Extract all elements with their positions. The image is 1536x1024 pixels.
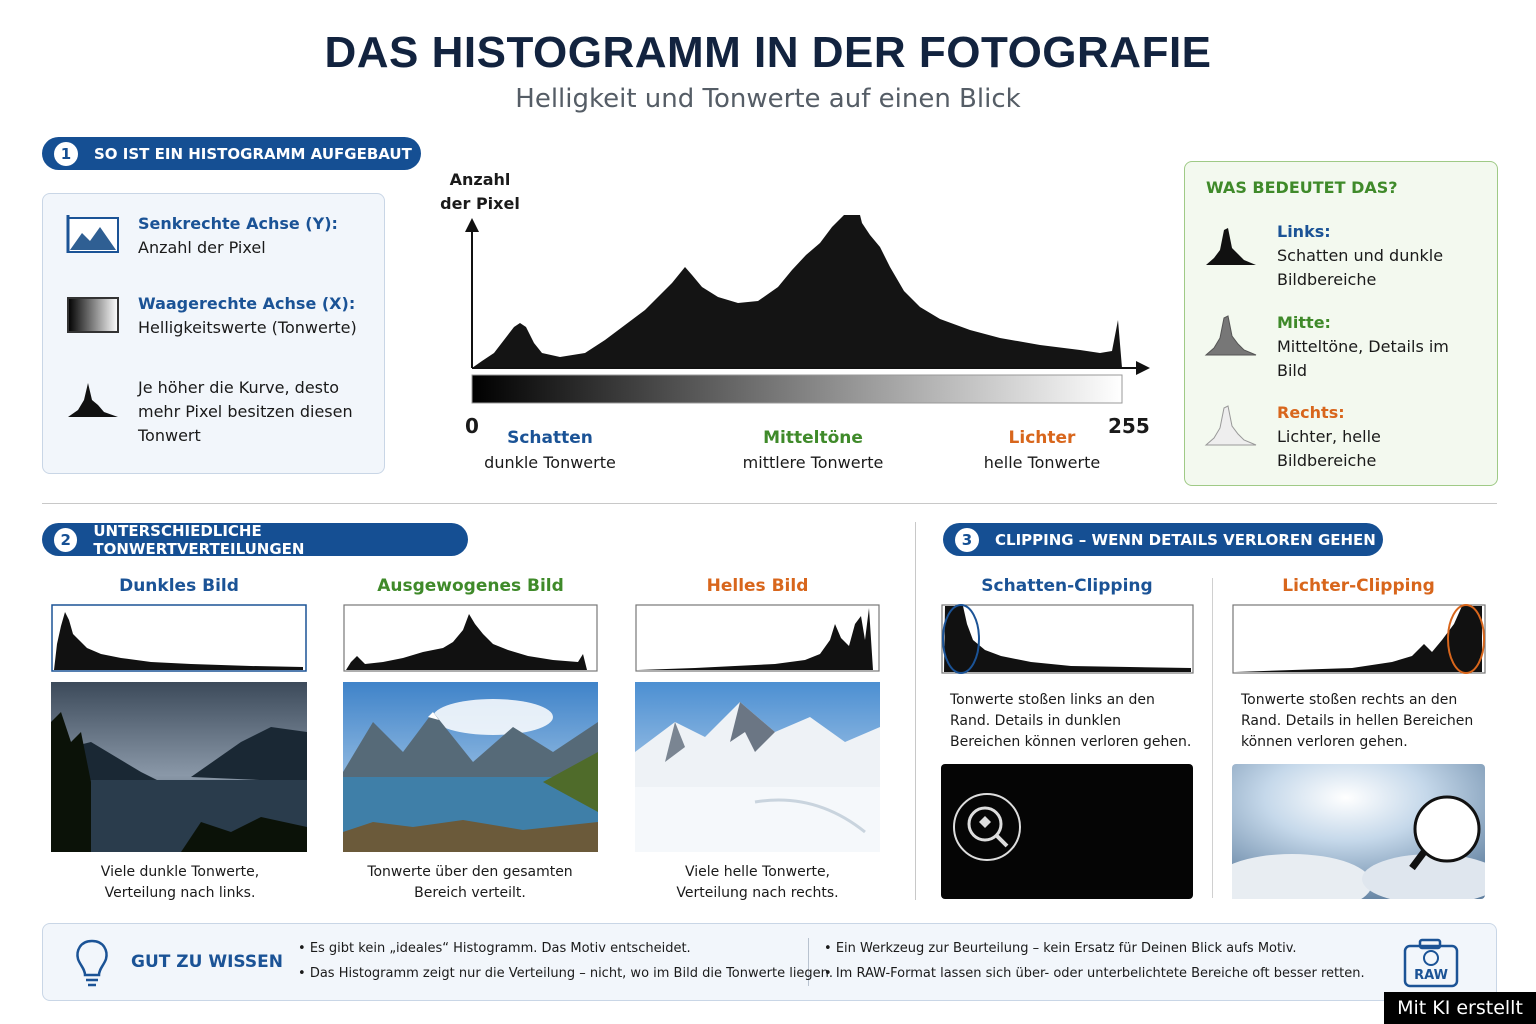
photo-bright-sky (1232, 764, 1485, 899)
tips-box (42, 923, 1497, 1001)
tip-text: Das Histogramm zeigt nur die Verteilung … (309, 966, 834, 981)
divider (808, 938, 809, 986)
item-label: Senkrechte Achse (Y): (138, 214, 338, 233)
histogram-shadow-clipping (941, 604, 1194, 674)
example-caption: Viele helle Tonwerte, Verteilung nach re… (676, 864, 839, 901)
item-text: Je höher die Kurve, desto mehr Pixel bes… (138, 378, 353, 445)
section-header: 1 SO IST EIN HISTOGRAMM AUFGEBAUT (42, 137, 421, 170)
x-max-label: 255 (1108, 414, 1150, 438)
section-header: 2 UNTERSCHIEDLICHE TONWERTVERTEILUNGEN (42, 521, 468, 558)
section-title: SO IST EIN HISTOGRAMM AUFGEBAUT (94, 144, 412, 163)
example-title: Lichter-Clipping (1282, 576, 1435, 596)
divider (1212, 578, 1213, 898)
example-title: Helles Bild (706, 576, 809, 596)
histogram-diagram (465, 215, 1150, 404)
zone-label: Lichter (1008, 428, 1076, 448)
example-title: Schatten-Clipping (981, 576, 1153, 596)
zone-label: Mitteltöne (763, 428, 863, 448)
y-axis-label: Anzahl der Pixel (440, 170, 520, 213)
meaning-label: Rechts: (1277, 403, 1345, 422)
section-number: 3 (955, 527, 979, 552)
meaning-label: Links: (1277, 222, 1331, 241)
raw-label: RAW (1414, 968, 1448, 983)
zone-text: dunkle Tonwerte (484, 453, 616, 472)
meaning-text: Lichter, helle Bildbereiche (1277, 427, 1381, 470)
zone-text: mittlere Tonwerte (742, 453, 884, 472)
section-header: 3 CLIPPING – WENN DETAILS VERLOREN GEHEN (943, 523, 1383, 556)
meaning-icons (1204, 228, 1257, 446)
divider (42, 503, 1497, 504)
tip-text: Ein Werkzeug zur Beurteilung – kein Ersa… (835, 941, 1297, 956)
clipping-text: Tonwerte stoßen links an den Rand. Detai… (950, 692, 1192, 750)
item-text: Anzahl der Pixel (138, 238, 266, 257)
meaning-title: WAS BEDEUTET DAS? (1206, 178, 1398, 197)
photo-balanced (343, 682, 598, 852)
bulb-icon (76, 939, 108, 987)
divider (915, 522, 916, 900)
example-caption: Viele dunkle Tonwerte, Verteilung nach l… (100, 864, 260, 901)
x-min-label: 0 (465, 414, 479, 438)
meaning-text: Schatten und dunkle Bildbereiche (1277, 246, 1444, 289)
zone-text: helle Tonwerte (983, 453, 1101, 472)
item-label: Waagerechte Achse (X): (138, 294, 356, 313)
axis-icons (66, 215, 119, 417)
example-title: Ausgewogenes Bild (377, 576, 564, 596)
photo-dark (51, 682, 307, 852)
title: DAS HISTOGRAMM IN DER FOTOGRAFIE (324, 28, 1212, 77)
clipping-text: Tonwerte stoßen rechts an den Rand. Deta… (1241, 692, 1474, 750)
tip: • Es gibt kein „ideales“ Histogramm. Das… (298, 941, 691, 956)
histogram-balanced (343, 604, 598, 672)
subtitle: Helligkeit und Tonwerte auf einen Blick (515, 84, 1021, 114)
item-text: Helligkeitswerte (Tonwerte) (138, 318, 357, 337)
section-number: 1 (54, 141, 78, 166)
tip: • Ein Werkzeug zur Beurteilung – kein Er… (824, 941, 1297, 956)
example-title: Dunkles Bild (119, 576, 239, 596)
tip: • Im RAW-Format lassen sich über- oder u… (824, 966, 1365, 981)
section-title: UNTERSCHIEDLICHE TONWERTVERTEILUNGEN (93, 521, 305, 558)
photo-black (941, 764, 1193, 899)
ai-badge: Mit KI erstellt (1384, 992, 1536, 1024)
photo-bright (635, 682, 880, 852)
camera-icon (1403, 938, 1459, 988)
meaning-label: Mitte: (1277, 313, 1331, 332)
section-title: CLIPPING – WENN DETAILS VERLOREN GEHEN (995, 530, 1376, 549)
histogram-dark (51, 604, 307, 672)
tip: • Das Histogramm zeigt nur die Verteilun… (298, 966, 834, 981)
histogram-highlight-clipping (1232, 604, 1486, 674)
tip-text: Im RAW-Format lassen sich über- oder unt… (835, 966, 1365, 981)
zone-label: Schatten (507, 428, 593, 448)
example-caption: Tonwerte über den gesamten Bereich verte… (367, 864, 573, 901)
tip-text: Es gibt kein „ideales“ Histogramm. Das M… (309, 941, 691, 956)
tips-title: GUT ZU WISSEN (131, 952, 283, 972)
meaning-text: Mitteltöne, Details im Bild (1277, 337, 1449, 380)
section-number: 2 (54, 527, 78, 552)
histogram-bright (635, 604, 880, 672)
